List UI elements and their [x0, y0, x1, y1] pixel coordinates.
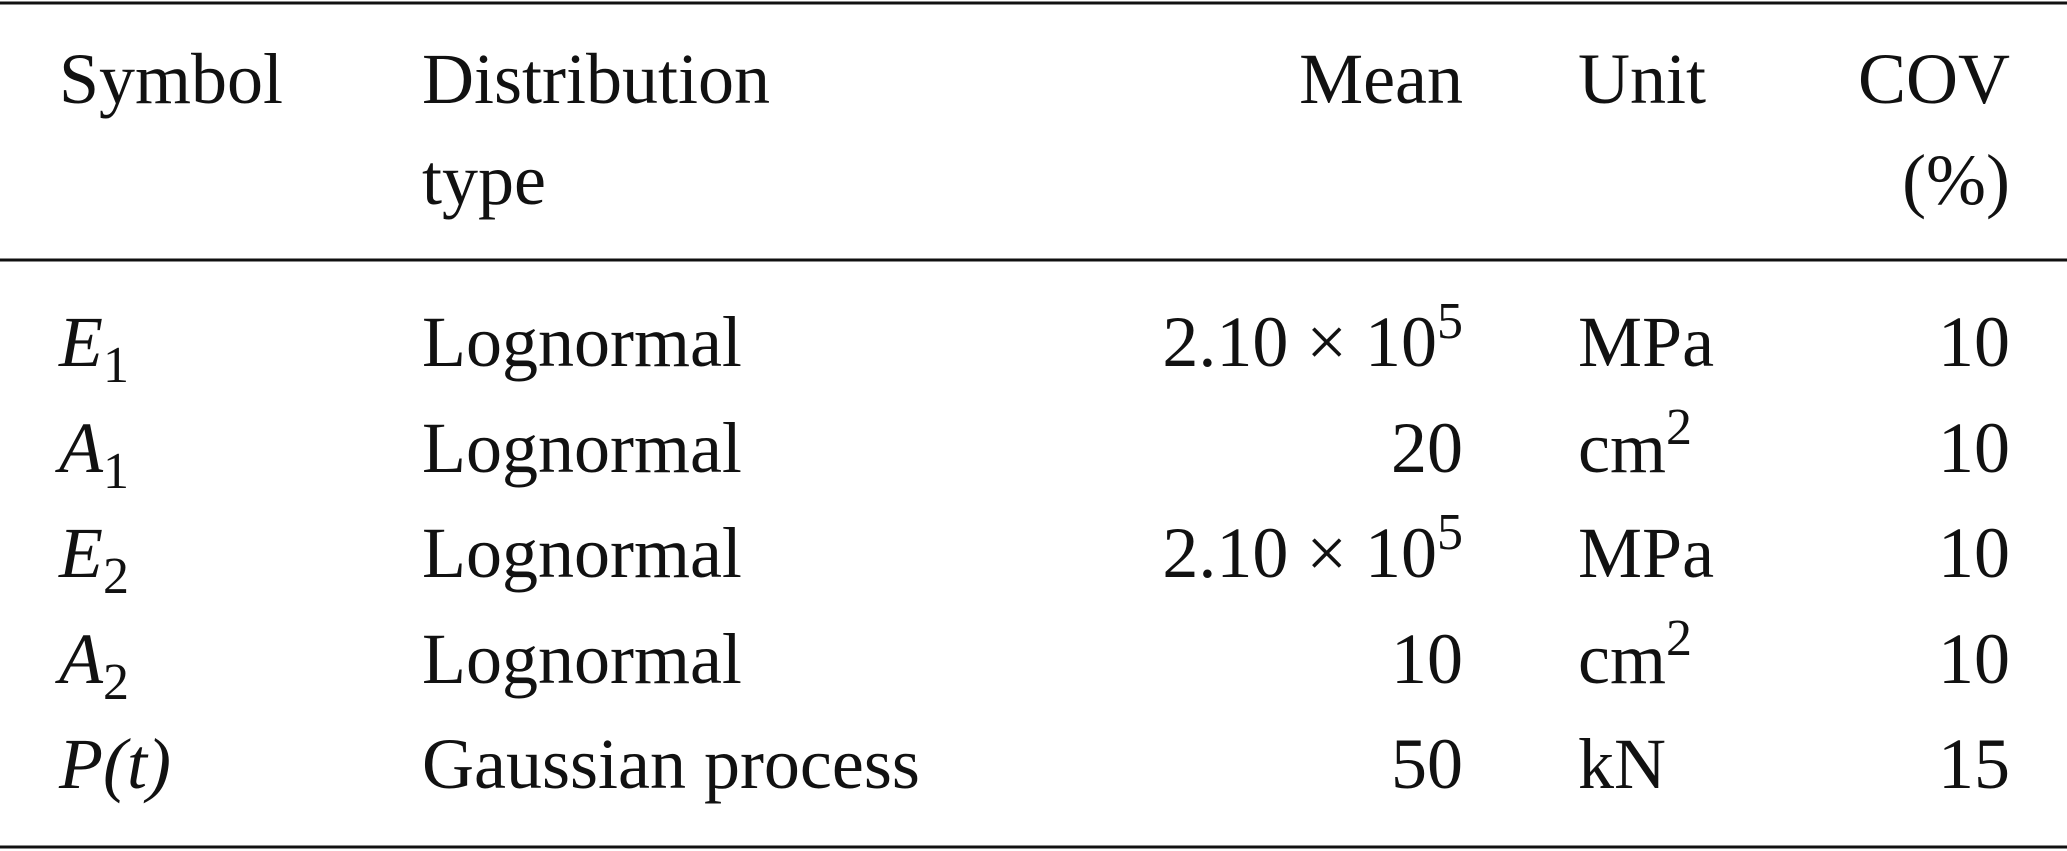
symbol-subscript: 2 — [103, 548, 129, 605]
unit-text: cm — [1578, 619, 1666, 699]
symbol-text: A — [55, 408, 104, 488]
distribution-cell: Lognormal — [422, 619, 742, 699]
header-cell: COV — [1858, 39, 2010, 119]
symbol-cell: P(t) — [58, 724, 171, 804]
distribution-cell: Lognormal — [422, 408, 742, 488]
distribution-cell: Gaussian process — [422, 724, 920, 804]
mean-text: 2.10 × 10 — [1162, 302, 1437, 382]
mean-cell: 20 — [1391, 408, 1463, 488]
symbol-text: E — [58, 302, 103, 382]
mean-cell: 10 — [1391, 619, 1463, 699]
mean-text: 2.10 × 10 — [1162, 513, 1437, 593]
unit-cell: MPa — [1578, 302, 1714, 382]
symbol-subscript: 1 — [103, 337, 129, 394]
header-cell: type — [422, 140, 546, 220]
mean-cell: 50 — [1391, 724, 1463, 804]
cov-cell: 15 — [1938, 724, 2010, 804]
mean-superscript: 5 — [1437, 293, 1463, 350]
header-cell: Mean — [1299, 39, 1463, 119]
symbol-text: A — [55, 619, 104, 699]
unit-cell: MPa — [1578, 513, 1714, 593]
header-cell: Symbol — [59, 39, 283, 119]
symbol-cell: A1 — [55, 408, 129, 500]
unit-cell: kN — [1578, 724, 1666, 804]
unit-text: cm — [1578, 408, 1666, 488]
symbol-subscript: 2 — [103, 654, 129, 711]
symbol-cell: E1 — [58, 302, 129, 394]
distribution-cell: Lognormal — [422, 513, 742, 593]
header-cell: (%) — [1902, 140, 2010, 220]
header-cell: Unit — [1578, 39, 1706, 119]
mean-cell: 2.10 × 105 — [1162, 293, 1463, 382]
symbol-text: P(t) — [58, 724, 171, 804]
cov-cell: 10 — [1938, 408, 2010, 488]
symbol-text: E — [58, 513, 103, 593]
unit-cell: cm2 — [1578, 610, 1692, 699]
mean-cell: 2.10 × 105 — [1162, 504, 1463, 593]
distribution-cell: Lognormal — [422, 302, 742, 382]
cov-cell: 10 — [1938, 513, 2010, 593]
cov-cell: 10 — [1938, 619, 2010, 699]
cov-cell: 10 — [1938, 302, 2010, 382]
symbol-cell: A2 — [55, 619, 129, 711]
unit-cell: cm2 — [1578, 399, 1692, 488]
symbol-cell: E2 — [58, 513, 129, 605]
unit-superscript: 2 — [1666, 610, 1692, 667]
mean-superscript: 5 — [1437, 504, 1463, 561]
unit-superscript: 2 — [1666, 399, 1692, 456]
symbol-subscript: 1 — [103, 443, 129, 500]
header-cell: Distribution — [422, 39, 770, 119]
